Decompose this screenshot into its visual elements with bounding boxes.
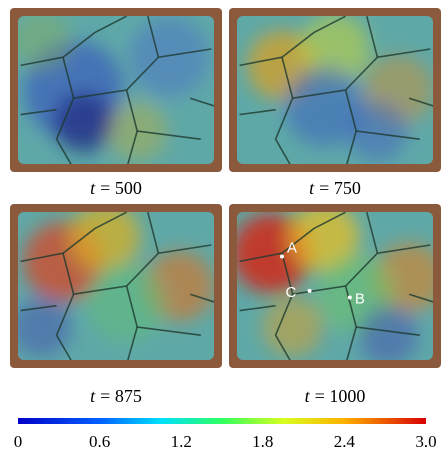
probe-label: C [286,284,297,301]
colorbar [18,418,426,424]
panel-label: t= 500 [90,178,142,198]
heatmap [229,8,441,172]
time-value: = 500 [100,178,142,198]
time-value: = 750 [319,178,361,198]
colorbar-tick-label: 2.4 [334,432,356,451]
panel [10,8,222,172]
panel-label: t= 875 [90,386,142,406]
colorbar-tick-label: 0.6 [89,432,110,451]
heat-blob [358,305,418,365]
colorbar-tick-label: 0 [14,432,23,451]
time-symbol: t [90,386,96,406]
colorbar-tick-label: 1.8 [252,432,273,451]
colorbar-tick-label: 1.2 [171,432,192,451]
heat-blob [129,17,209,97]
heat-blob [12,297,72,357]
probe-label: A [287,239,297,256]
probe-point [348,295,352,299]
figure: t= 500t= 750t= 875ABCt= 100000.61.21.82.… [0,0,441,453]
time-symbol: t [305,386,311,406]
time-symbol: t [90,178,96,198]
heatmap [10,8,222,172]
probe-label: B [355,290,365,307]
time-value: = 1000 [315,386,366,406]
heatmap [229,202,441,368]
heat-blob [87,262,167,342]
panel [10,202,222,368]
panel: A B C [229,202,441,368]
heatmap [10,202,222,368]
heat-blob [70,202,140,272]
page: {"panels": [ {"var": "t", "text": "= 500… [0,0,441,453]
colorbar-tick-label: 3.0 [415,432,436,451]
probe-point [280,254,284,258]
panel-label: t= 750 [309,178,361,198]
panel [229,8,441,172]
time-value: = 875 [100,386,142,406]
panel-label: t= 1000 [305,386,366,406]
time-symbol: t [309,178,315,198]
probe-point [308,289,312,293]
